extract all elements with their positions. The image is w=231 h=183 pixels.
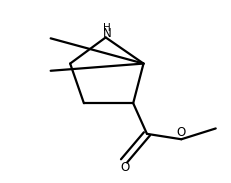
- Text: H: H: [103, 23, 110, 33]
- Text: N: N: [102, 27, 111, 40]
- Text: O: O: [120, 161, 129, 174]
- Text: O: O: [176, 126, 185, 139]
